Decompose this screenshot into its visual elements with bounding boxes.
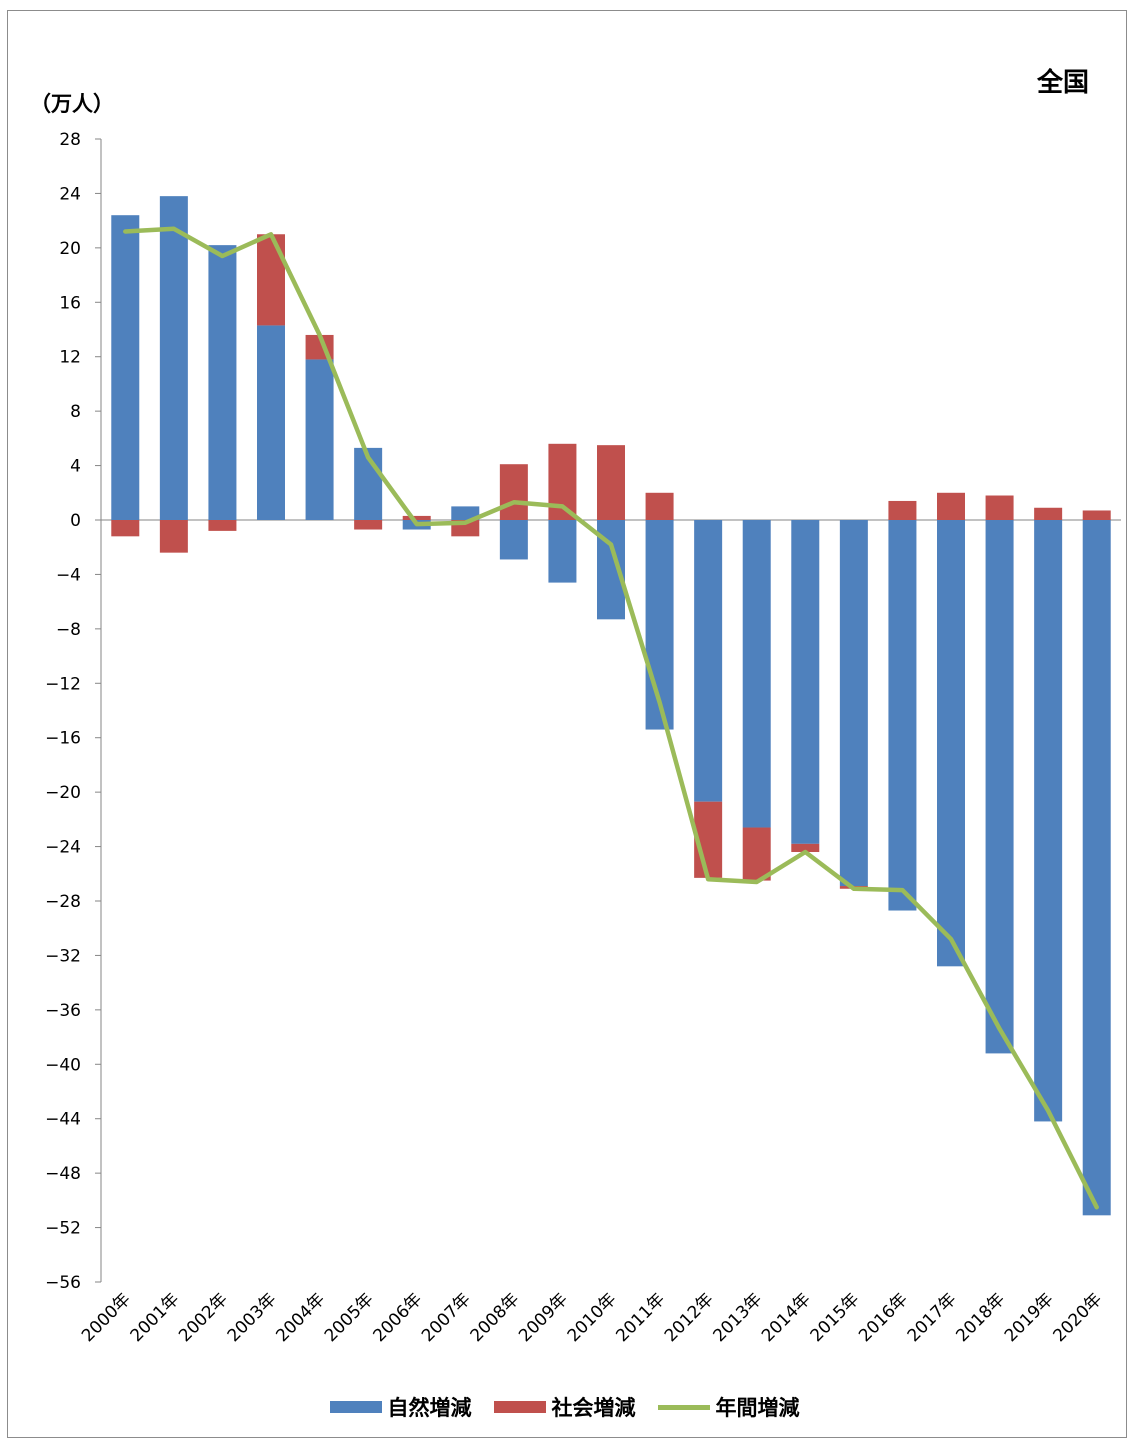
legend-label-natural: 自然増減 (387, 1396, 472, 1420)
y-tick-label: 28 (59, 130, 81, 150)
natural-change-bar (111, 215, 140, 520)
y-tick-label: −52 (45, 1219, 81, 1239)
legend-item-annual: 年間増減 (657, 1392, 800, 1422)
social-change-bar (111, 520, 140, 537)
natural-change-bar (694, 520, 723, 802)
natural-change-bar (937, 520, 965, 967)
social-change-bar (257, 234, 285, 326)
chart-title: 全国 (1036, 68, 1089, 98)
y-tick-label: −48 (45, 1164, 81, 1184)
y-tick-label: −16 (45, 729, 81, 749)
y-tick-label: −8 (56, 620, 81, 640)
social-change-bar (937, 492, 965, 520)
x-tick-labels: 2000年2001年2002年2003年2004年2005年2006年2007年… (78, 1289, 1106, 1346)
legend-swatch-natural (329, 1401, 382, 1413)
x-tick-label: 2013年 (709, 1289, 766, 1346)
natural-change-bar (499, 520, 528, 560)
y-tick-label: −44 (45, 1110, 81, 1130)
legend: 自然増減 社会増減 年間増減 (0, 1392, 1129, 1422)
x-tick-label: 2004年 (272, 1289, 329, 1346)
legend-item-social: 社会増減 (493, 1392, 636, 1422)
social-change-bar (354, 520, 383, 530)
natural-change-bar (451, 506, 480, 520)
y-tick-label: −24 (45, 838, 81, 858)
natural-change-bar (305, 359, 334, 520)
x-tick-label: 2015年 (807, 1289, 864, 1346)
line-group (123, 226, 1099, 1210)
natural-change-bar (742, 520, 771, 828)
x-tick-label: 2002年 (175, 1289, 232, 1346)
social-change-bar (645, 492, 674, 520)
y-tick-label: 4 (70, 457, 81, 477)
x-tick-label: 2012年 (661, 1289, 718, 1346)
legend-label-social: 社会増減 (551, 1396, 636, 1420)
y-tick-label: 12 (59, 348, 81, 368)
social-change-bar (159, 520, 188, 553)
natural-change-bar (839, 520, 868, 887)
y-tick-label: 20 (59, 239, 81, 259)
y-tick-label: 0 (70, 511, 81, 531)
y-tick-label: 16 (59, 293, 81, 313)
natural-change-bar (548, 520, 577, 583)
natural-change-bar (257, 325, 285, 520)
x-tick-label: 2010年 (564, 1289, 621, 1346)
chart-frame (7, 10, 1127, 1438)
y-tick-label: −20 (45, 783, 81, 803)
legend-swatch-annual (657, 1404, 710, 1410)
y-tick-label: 24 (59, 184, 81, 204)
natural-change-bar (791, 520, 820, 844)
natural-change-bar (1082, 520, 1111, 1216)
social-change-bar (791, 843, 820, 853)
y-tick-labels: 28 24 20 16 12 8 4 0 −4 −8 −12 −16 −20 −24 −28 −32 −36 −4… (45, 130, 81, 1293)
x-tick-label: 2019年 (1001, 1289, 1058, 1346)
social-change-bar (597, 445, 625, 520)
x-tick-label: 2000年 (78, 1289, 135, 1346)
x-tick-label: 2005年 (321, 1289, 378, 1346)
y-tick-label: −4 (56, 565, 81, 585)
natural-change-bar (1034, 520, 1063, 1122)
social-change-bar (888, 500, 917, 520)
y-tick-label: −56 (45, 1273, 81, 1293)
natural-change-bar (159, 196, 188, 520)
y-tick-label: −28 (45, 892, 81, 912)
natural-change-bar (985, 520, 1014, 1054)
x-tick-label: 2009年 (515, 1289, 572, 1346)
x-tick-label: 2008年 (467, 1289, 524, 1346)
social-change-bar (985, 495, 1014, 520)
social-change-bar (208, 520, 237, 531)
bars-group (111, 196, 1111, 1216)
y-axis-unit-label: （万人） (30, 92, 114, 116)
x-tick-label: 2018年 (952, 1289, 1009, 1346)
social-change-bar (1082, 510, 1111, 520)
x-tick-label: 2011年 (612, 1289, 669, 1346)
legend-swatch-social (493, 1401, 546, 1413)
y-tick-label: −40 (45, 1055, 81, 1075)
y-tick-label: −36 (45, 1001, 81, 1021)
legend-label-annual: 年間増減 (715, 1396, 800, 1420)
natural-change-bar (888, 520, 917, 911)
natural-change-bar (208, 245, 237, 520)
social-change-bar (1034, 507, 1063, 520)
x-tick-label: 2017年 (904, 1289, 961, 1346)
x-tick-label: 2001年 (127, 1289, 184, 1346)
x-tick-label: 2003年 (224, 1289, 281, 1346)
x-tick-label: 2020年 (1049, 1289, 1106, 1346)
x-tick-label: 2006年 (369, 1289, 426, 1346)
social-change-bar (499, 464, 528, 520)
x-tick-label: 2007年 (418, 1289, 475, 1346)
social-change-bar (402, 515, 431, 520)
y-tick-label: −12 (45, 674, 81, 694)
annual-change-line (123, 226, 1099, 1210)
y-tick-label: −32 (45, 946, 81, 966)
legend-item-natural: 自然増減 (329, 1392, 472, 1422)
x-tick-label: 2016年 (855, 1289, 912, 1346)
social-change-bar (742, 827, 771, 881)
axes-group (95, 138, 1121, 1283)
y-tick-label: 8 (70, 402, 81, 422)
x-tick-label: 2014年 (758, 1289, 815, 1346)
